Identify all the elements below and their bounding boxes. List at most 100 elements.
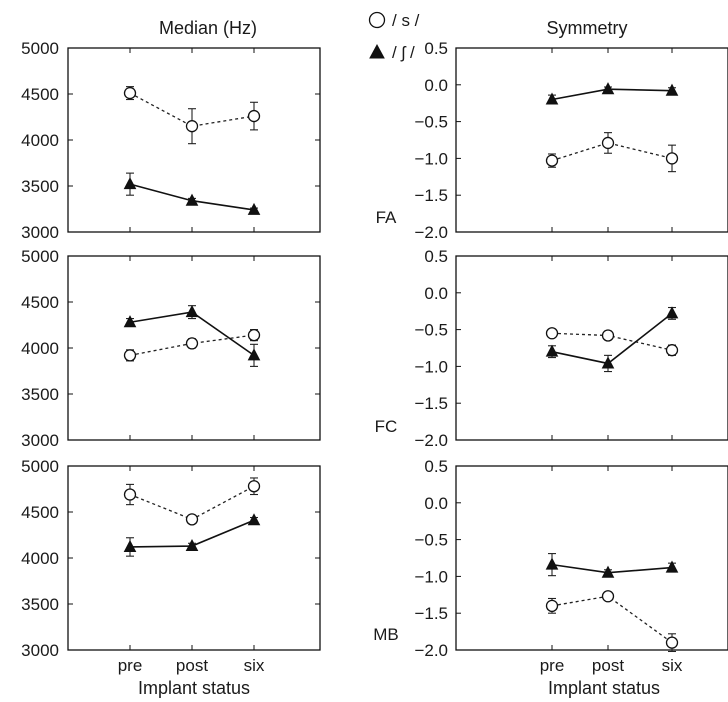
legend: / s / / ʃ / <box>368 11 420 62</box>
row-label-fa: FA <box>376 208 397 227</box>
y-tick-label: 5000 <box>21 247 59 266</box>
data-point-s <box>247 328 261 342</box>
data-point-sh <box>665 83 679 96</box>
data-point-s <box>123 349 137 362</box>
panel-mb-median: 3000 3500 4000 4500 5000 pre post six <box>21 457 321 675</box>
data-point-s <box>601 329 615 342</box>
series-line-s <box>129 334 255 356</box>
data-point-s <box>545 154 559 167</box>
y-tick-label: 3500 <box>21 177 59 196</box>
y-tick-label: 3500 <box>21 595 59 614</box>
y-tick-label: −1.0 <box>414 567 448 586</box>
data-point-s <box>601 136 615 150</box>
y-tick-label: 4500 <box>21 85 59 104</box>
y-tick-label: 5000 <box>21 457 59 476</box>
legend-filled-triangle-marker <box>369 43 385 59</box>
x-tick-label: post <box>592 656 624 675</box>
data-point-sh <box>123 539 137 552</box>
panel-fa-median: 3000 3500 4000 4500 5000 <box>21 39 321 242</box>
y-tick-label: 0.0 <box>424 284 448 303</box>
x-tick-label: six <box>662 656 683 675</box>
plot-frame <box>455 47 728 233</box>
x-axis-label-symmetry: Implant status <box>548 678 660 698</box>
x-tick-label: pre <box>118 656 143 675</box>
data-point-s <box>247 480 261 493</box>
y-tick-label: −2.0 <box>414 431 448 450</box>
data-point-sh <box>123 315 137 328</box>
panel-mb-symmetry: 0.5 0.0 −0.5 −1.0 −1.5 −2.0 pre post six <box>414 457 728 675</box>
data-point-s <box>665 152 679 165</box>
y-tick-label: −0.5 <box>414 531 448 550</box>
data-point-sh <box>185 193 199 206</box>
data-point-s <box>123 86 137 100</box>
y-tick-label: −1.0 <box>414 149 448 168</box>
data-point-s <box>601 590 615 603</box>
panels: 3000 3500 4000 4500 5000 0.5 0.0 −0.5 −1.0 −1.5 −2… <box>21 39 728 675</box>
data-point-sh <box>185 305 199 318</box>
y-tick-label: 4500 <box>21 293 59 312</box>
data-point-s <box>185 120 199 133</box>
legend-label-s: / s / <box>392 11 420 30</box>
x-tick-label: post <box>176 656 208 675</box>
panel-fc-median: 3000 3500 4000 4500 5000 <box>21 247 321 450</box>
data-point-s <box>665 344 679 357</box>
data-point-sh <box>545 344 559 357</box>
y-tick-label: 0.5 <box>424 457 448 476</box>
data-point-sh <box>247 513 261 526</box>
y-tick-label: 3000 <box>21 223 59 242</box>
y-tick-label: 0.0 <box>424 76 448 95</box>
data-point-s <box>185 337 199 350</box>
data-point-sh <box>665 560 679 573</box>
data-point-sh <box>185 538 199 552</box>
y-tick-label: 5000 <box>21 39 59 58</box>
data-point-sh <box>123 177 137 190</box>
y-tick-label: 4000 <box>21 339 59 358</box>
y-tick-label: −0.5 <box>414 321 448 340</box>
y-tick-label: 0.5 <box>424 247 448 266</box>
y-tick-label: 0.5 <box>424 39 448 58</box>
data-point-sh <box>545 557 559 570</box>
plot-frame <box>67 465 321 651</box>
y-tick-label: 4000 <box>21 131 59 150</box>
panel-fc-symmetry: 0.5 0.0 −0.5 −1.0 −1.5 −2.0 <box>414 247 728 450</box>
data-point-sh <box>247 202 261 215</box>
y-tick-label: −2.0 <box>414 223 448 242</box>
data-point-s <box>665 636 679 649</box>
plot-frame <box>455 255 728 441</box>
y-tick-label: −1.5 <box>414 604 448 623</box>
series-line-sh <box>551 563 673 574</box>
row-label-mb: MB <box>373 625 399 644</box>
y-tick-label: −1.5 <box>414 394 448 413</box>
row-label-fc: FC <box>375 417 398 436</box>
data-point-sh <box>545 92 559 105</box>
data-point-sh <box>601 82 615 95</box>
data-point-s <box>545 599 559 612</box>
data-point-sh <box>247 348 261 361</box>
y-tick-label: 3000 <box>21 641 59 660</box>
legend-label-sh: / ʃ / <box>392 43 415 62</box>
x-axis-label-median: Implant status <box>138 678 250 698</box>
data-point-sh <box>601 565 615 578</box>
x-tick-label: pre <box>540 656 565 675</box>
data-point-s <box>545 327 559 340</box>
legend-open-circle-marker <box>368 11 386 29</box>
y-tick-label: 4000 <box>21 549 59 568</box>
y-tick-label: −0.5 <box>414 113 448 132</box>
plot-frame <box>455 465 728 651</box>
data-point-s <box>185 513 199 526</box>
data-point-s <box>247 109 261 123</box>
x-tick-label: six <box>244 656 265 675</box>
y-tick-label: −1.0 <box>414 357 448 376</box>
series-line-s <box>551 142 673 162</box>
y-tick-label: 4500 <box>21 503 59 522</box>
y-tick-label: −1.5 <box>414 186 448 205</box>
data-point-s <box>123 488 137 501</box>
data-point-sh <box>601 356 615 369</box>
column-title-symmetry: Symmetry <box>547 18 628 38</box>
column-title-median: Median (Hz) <box>159 18 257 38</box>
y-tick-label: 3500 <box>21 385 59 404</box>
y-tick-label: 3000 <box>21 431 59 450</box>
panel-fa-symmetry: 0.5 0.0 −0.5 −1.0 −1.5 −2.0 <box>414 39 728 242</box>
y-tick-label: 0.0 <box>424 494 448 513</box>
